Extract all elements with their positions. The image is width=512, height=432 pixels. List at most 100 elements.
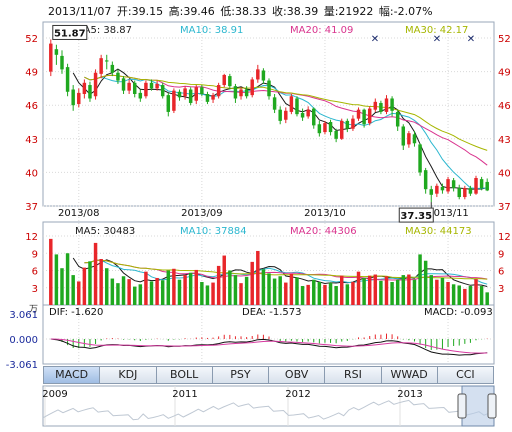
volume-bar xyxy=(155,277,159,305)
volume-bar xyxy=(144,271,148,305)
price-ma10-label: MA10: 38.91 xyxy=(180,25,243,36)
candle-body xyxy=(93,72,98,97)
candle-body xyxy=(188,89,193,103)
candle-body xyxy=(429,189,433,195)
volume-bar xyxy=(138,284,143,305)
candle-body xyxy=(323,123,327,133)
candle-body xyxy=(317,124,322,134)
price-ytick-right: 46 xyxy=(498,101,511,112)
volume-bar xyxy=(423,260,428,305)
volume-bar xyxy=(390,282,394,305)
candle-body xyxy=(379,102,383,112)
volume-bar xyxy=(367,275,372,305)
candle-body xyxy=(211,95,215,100)
candle-body xyxy=(71,89,75,106)
candle-body xyxy=(149,82,154,89)
candle-body xyxy=(177,91,182,98)
volume-bar xyxy=(105,268,109,305)
candle-body xyxy=(463,188,467,198)
navigator-year: 2012 xyxy=(285,389,310,400)
volume-bar xyxy=(479,286,484,305)
candle-body xyxy=(351,118,355,129)
volume-bar xyxy=(93,242,98,305)
volume-bar xyxy=(183,275,187,305)
tab-obv[interactable]: OBV xyxy=(268,366,325,384)
volume-bar xyxy=(127,279,131,305)
candle-body xyxy=(423,170,428,190)
candle-body xyxy=(479,179,484,189)
candle-body xyxy=(418,144,422,173)
volume-bar xyxy=(132,286,137,305)
candle-body xyxy=(49,43,53,72)
header-volume: 量:21922 xyxy=(323,5,374,18)
volume-ytick-left: 9 xyxy=(32,249,38,260)
candle-body xyxy=(401,126,406,146)
candle-body xyxy=(328,122,333,133)
navigator-handle-right[interactable] xyxy=(487,393,497,419)
candle-body xyxy=(373,101,378,110)
low-annotation-box xyxy=(398,207,434,223)
volume-bar xyxy=(261,269,266,305)
volume-bar xyxy=(272,278,277,305)
volume-bar xyxy=(429,275,433,305)
volume-bar xyxy=(345,284,350,305)
volume-bar xyxy=(317,282,322,305)
tab-macd[interactable]: MACD xyxy=(43,366,100,384)
candle-body xyxy=(334,130,338,139)
volume-bar xyxy=(121,276,126,305)
candle-body xyxy=(200,87,204,94)
macd-dif-label: DIF: -1.620 xyxy=(49,307,103,318)
candle-body xyxy=(244,89,249,97)
volume-ytick-right: 12 xyxy=(498,232,511,243)
high-annotation-box xyxy=(52,24,88,40)
price-ytick-left: 37 xyxy=(25,202,38,213)
candle-body xyxy=(228,76,232,87)
tab-boll[interactable]: BOLL xyxy=(155,366,212,384)
volume-ma30-label: MA30: 44173 xyxy=(405,226,472,237)
volume-bar xyxy=(418,254,422,305)
tab-kdj[interactable]: KDJ xyxy=(99,366,156,384)
price-header: 2013/11/07 开:39.15 高:39.46 低:38.33 收:38.… xyxy=(48,3,435,19)
volume-bar xyxy=(77,281,81,305)
candle-body xyxy=(306,109,310,117)
volume-bar xyxy=(228,270,232,305)
price-ytick-left: 43 xyxy=(25,135,38,146)
high-annotation: 51.87 xyxy=(54,28,86,39)
volume-ma20-label: MA20: 44306 xyxy=(290,226,357,237)
candle-body xyxy=(412,134,417,144)
macd-dea-label: DEA: -1.573 xyxy=(242,307,301,318)
price-panel xyxy=(42,21,495,207)
volume-bar xyxy=(54,254,59,305)
candle-body xyxy=(485,181,489,191)
candle-body xyxy=(105,60,109,62)
candle-body xyxy=(205,94,210,102)
volume-bar xyxy=(239,283,243,305)
price-ma5-label: MA5: 38.87 xyxy=(75,25,132,36)
candle-body xyxy=(284,110,288,120)
candle-body xyxy=(132,82,137,94)
candle-body xyxy=(82,82,87,94)
tab-rsi[interactable]: RSI xyxy=(324,366,381,384)
volume-bar xyxy=(379,280,383,305)
price-ytick-left: 49 xyxy=(25,68,38,79)
volume-bar xyxy=(177,279,182,305)
candle-body xyxy=(272,97,277,110)
volume-ma10-label: MA10: 37884 xyxy=(180,226,247,237)
candle-body xyxy=(395,111,400,127)
volume-bar xyxy=(295,277,299,305)
candle-body xyxy=(155,83,159,89)
volume-bar xyxy=(446,282,450,305)
marker-icon: ✕ xyxy=(371,34,379,45)
price-ytick-left: 40 xyxy=(25,168,38,179)
volume-bar xyxy=(267,273,271,305)
tab-wwad[interactable]: WWAD xyxy=(380,366,437,384)
tab-psy[interactable]: PSY xyxy=(211,366,268,384)
tab-cci[interactable]: CCI xyxy=(436,366,494,384)
navigator-handle-left[interactable] xyxy=(457,393,467,419)
price-xtick: 2013/10 xyxy=(304,208,346,219)
macd-value-label: MACD: -0.093 xyxy=(424,307,493,318)
volume-bar xyxy=(435,279,439,305)
marker-icon: ✕ xyxy=(433,34,441,45)
price-xtick: 2013/11 xyxy=(427,208,469,219)
price-ytick-left: 52 xyxy=(25,34,38,45)
